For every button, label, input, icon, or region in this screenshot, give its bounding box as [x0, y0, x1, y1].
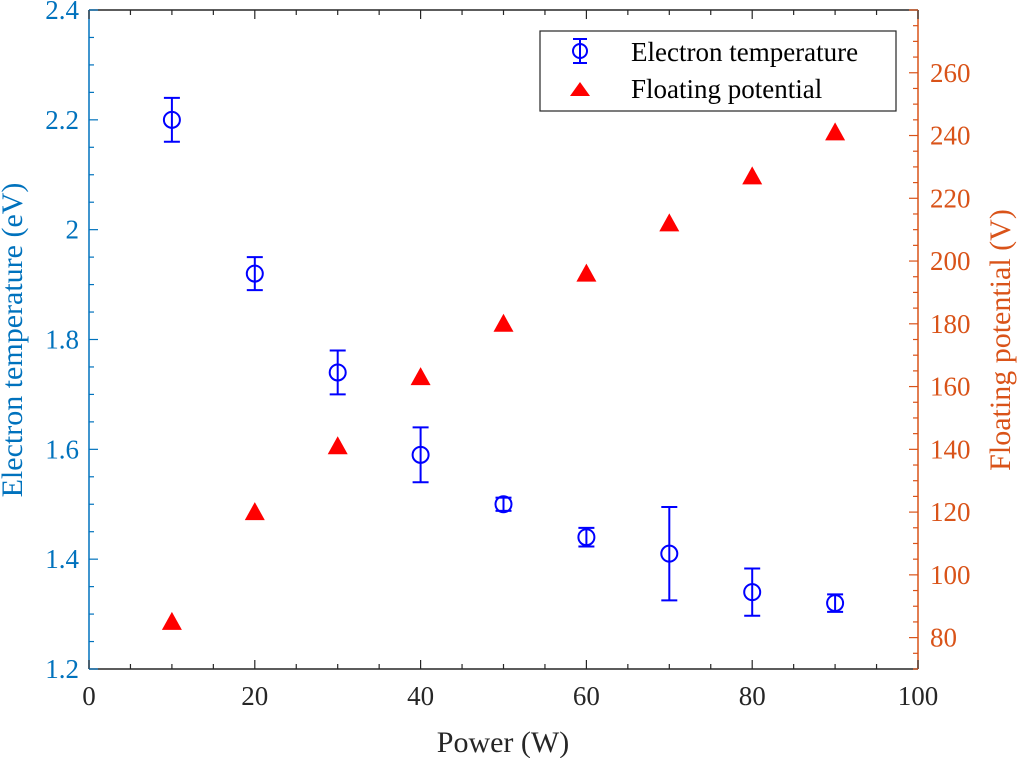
floating-potential-marker-icon [570, 82, 590, 96]
electron-temperature-point [328, 349, 347, 396]
y-tick-label-right: 120 [930, 497, 971, 527]
circle-marker-icon [660, 544, 679, 563]
floating-potential-point [327, 436, 348, 455]
x-tick-label: 20 [241, 681, 268, 711]
y-tick-label-left: 1.6 [45, 434, 79, 464]
circle-marker-icon [162, 110, 181, 129]
circle-marker-icon [328, 363, 347, 382]
x-axis-label: Power (W) [437, 726, 569, 758]
legend-item-floating-potential: Floating potential [631, 74, 822, 104]
floating-potential-point [493, 313, 514, 332]
electron-temperature-point [411, 426, 430, 484]
y-tick-label-right: 180 [930, 309, 971, 339]
circle-marker-icon [494, 495, 513, 514]
y-tick-label-left: 1.4 [45, 544, 79, 574]
y-tick-label-left: 1.2 [45, 654, 79, 684]
floating-potential-point [576, 263, 597, 282]
electron-temperature-point [494, 495, 513, 514]
floating-potential-point [825, 122, 846, 141]
axes: 0 20 40 60 80 100 1.2 1.4 1.6 1.8 2 2.2 2.4 80 100 120 1… [45, 0, 970, 711]
y-tick-label-right: 100 [930, 560, 971, 590]
electron-temperature-marker-icon [572, 38, 588, 64]
electron-temperature-point [577, 526, 596, 548]
floating-potential-point [161, 611, 182, 630]
legend: Electron temperature Floating potential [539, 30, 897, 112]
electron-temperature-point [162, 96, 181, 143]
electron-temperature-point [743, 567, 762, 617]
y-tick-label-right: 140 [930, 434, 971, 464]
legend-box [539, 30, 897, 112]
y-tick-label-left: 1.8 [45, 325, 79, 355]
y-axis-label-left: Electron temperature (eV) [0, 183, 29, 498]
electron-temperature-point [826, 593, 845, 613]
floating-potential-point [244, 502, 265, 521]
x-tick-label: 0 [82, 681, 96, 711]
circle-marker-icon [826, 594, 845, 613]
electron-temperature-point [660, 505, 679, 602]
y-tick-label-left: 2.2 [45, 105, 79, 135]
y-tick-label-right: 260 [930, 58, 971, 88]
x-tick-label: 60 [573, 681, 600, 711]
y-tick-label-left: 2.4 [45, 0, 79, 25]
y-tick-label-right: 220 [930, 183, 971, 213]
floating-potential-point [742, 166, 763, 185]
x-tick-label: 80 [739, 681, 766, 711]
y-tick-label-right: 80 [930, 623, 957, 653]
circle-marker-icon [245, 264, 264, 283]
y-axis-label-right: Floating potential (V) [984, 209, 1017, 471]
circle-marker-icon [743, 583, 762, 602]
circle-marker-icon [577, 528, 596, 547]
floating-potential-point [410, 367, 431, 386]
data-points [161, 96, 846, 630]
y-tick-label-right: 160 [930, 372, 971, 402]
y-tick-label-right: 240 [930, 121, 971, 151]
x-tick-label: 100 [898, 681, 939, 711]
electron-temperature-point [245, 256, 264, 292]
floating-potential-point [659, 213, 680, 232]
y-tick-label-right: 200 [930, 246, 971, 276]
legend-item-electron-temperature: Electron temperature [631, 37, 858, 67]
y-tick-label-left: 2 [66, 215, 80, 245]
x-tick-label: 40 [407, 681, 434, 711]
circle-marker-icon [411, 445, 430, 464]
